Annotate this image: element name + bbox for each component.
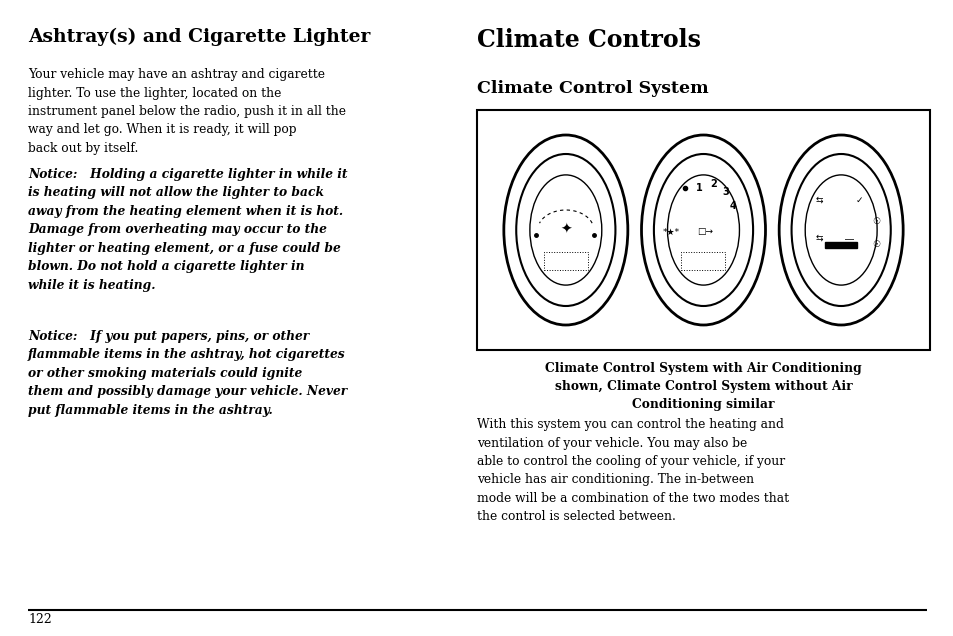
Text: Climate Control System with Air Conditioning
shown, Climate Control System witho: Climate Control System with Air Conditio… xyxy=(544,362,861,411)
Ellipse shape xyxy=(516,154,615,306)
Ellipse shape xyxy=(791,154,890,306)
Ellipse shape xyxy=(653,154,752,306)
Text: ⇆: ⇆ xyxy=(815,233,822,242)
Text: ⇆: ⇆ xyxy=(815,195,822,205)
Text: *★*: *★* xyxy=(662,228,679,237)
Ellipse shape xyxy=(667,175,739,285)
Text: ☉: ☉ xyxy=(871,240,880,249)
Bar xyxy=(680,252,724,270)
Bar xyxy=(824,242,856,248)
Text: 2: 2 xyxy=(709,179,716,189)
Ellipse shape xyxy=(529,175,601,285)
Text: Notice:   Holding a cigarette lighter in while it
is heating will not allow the : Notice: Holding a cigarette lighter in w… xyxy=(28,168,347,292)
Text: ✓: ✓ xyxy=(855,195,862,205)
Text: ☉: ☉ xyxy=(871,218,880,226)
Text: Ashtray(s) and Cigarette Lighter: Ashtray(s) and Cigarette Lighter xyxy=(28,28,370,46)
Bar xyxy=(476,110,929,350)
Ellipse shape xyxy=(804,175,876,285)
Text: With this system you can control the heating and
ventilation of your vehicle. Yo: With this system you can control the hea… xyxy=(476,418,788,523)
Text: Climate Control System: Climate Control System xyxy=(476,80,708,97)
Text: 122: 122 xyxy=(28,613,51,626)
Text: Your vehicle may have an ashtray and cigarette
lighter. To use the lighter, loca: Your vehicle may have an ashtray and cig… xyxy=(28,68,346,155)
Bar xyxy=(543,252,587,270)
Text: □→: □→ xyxy=(697,228,713,237)
Ellipse shape xyxy=(640,135,764,325)
Text: Climate Controls: Climate Controls xyxy=(476,28,700,52)
Text: 3: 3 xyxy=(721,187,728,197)
Ellipse shape xyxy=(779,135,902,325)
Text: Notice:   If you put papers, pins, or other
flammable items in the ashtray, hot : Notice: If you put papers, pins, or othe… xyxy=(28,330,347,417)
Text: 4: 4 xyxy=(729,201,736,211)
Text: 1: 1 xyxy=(696,183,702,193)
Text: ✦: ✦ xyxy=(559,223,571,237)
Text: ―: ― xyxy=(843,235,853,244)
Ellipse shape xyxy=(503,135,627,325)
